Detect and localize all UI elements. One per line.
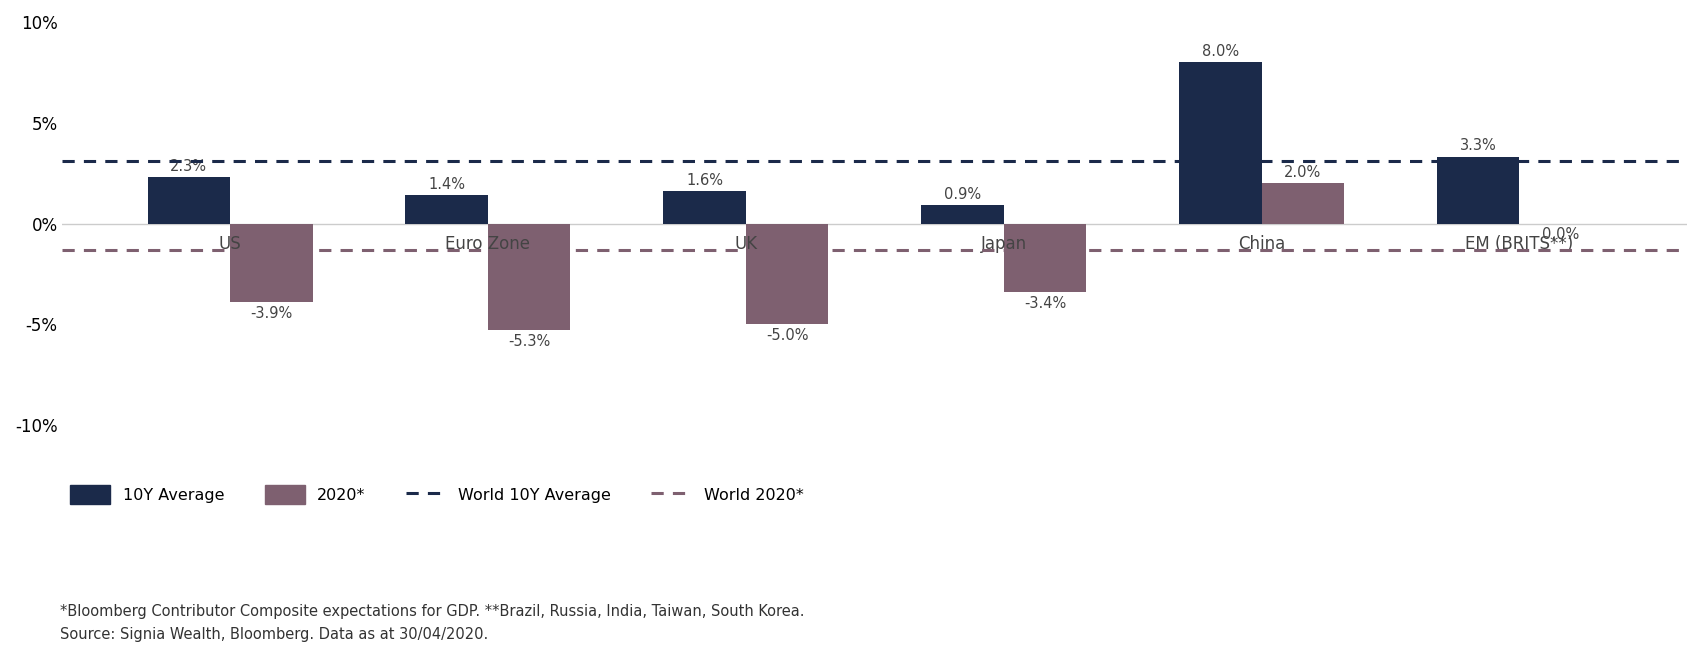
Bar	[1004, 224, 1086, 292]
Text: UK: UK	[734, 235, 757, 253]
Text: 0.0%: 0.0%	[1542, 227, 1579, 242]
Text: US: US	[220, 235, 242, 253]
Text: Euro Zone: Euro Zone	[446, 235, 531, 253]
Bar	[664, 191, 745, 224]
Text: 1.6%: 1.6%	[686, 172, 723, 188]
Bar	[1179, 62, 1261, 224]
Text: -5.3%: -5.3%	[509, 334, 550, 349]
Bar	[148, 177, 230, 224]
Text: EM (BRITS**): EM (BRITS**)	[1465, 235, 1574, 253]
Bar	[921, 205, 1004, 224]
Text: 3.3%: 3.3%	[1460, 139, 1496, 154]
Text: China: China	[1237, 235, 1285, 253]
Bar	[1261, 183, 1345, 224]
Bar	[488, 224, 570, 330]
Text: 2.3%: 2.3%	[170, 159, 208, 174]
Text: 8.0%: 8.0%	[1202, 43, 1239, 59]
Text: 0.9%: 0.9%	[945, 187, 980, 202]
Text: 1.4%: 1.4%	[429, 177, 465, 192]
Text: 2.0%: 2.0%	[1285, 165, 1321, 179]
Bar	[405, 195, 488, 224]
Text: *Bloomberg Contributor Composite expectations for GDP. **Brazil, Russia, India, : *Bloomberg Contributor Composite expecta…	[60, 604, 803, 619]
Legend: 10Y Average, 2020*, World 10Y Average, World 2020*: 10Y Average, 2020*, World 10Y Average, W…	[70, 485, 803, 504]
Text: Japan: Japan	[980, 235, 1026, 253]
Text: Source: Signia Wealth, Bloomberg. Data as at 30/04/2020.: Source: Signia Wealth, Bloomberg. Data a…	[60, 627, 488, 642]
Bar	[1436, 157, 1520, 224]
Text: -5.0%: -5.0%	[766, 328, 808, 343]
Bar	[745, 224, 829, 324]
Text: -3.9%: -3.9%	[250, 306, 293, 321]
Text: -3.4%: -3.4%	[1025, 295, 1065, 310]
Bar	[230, 224, 313, 302]
